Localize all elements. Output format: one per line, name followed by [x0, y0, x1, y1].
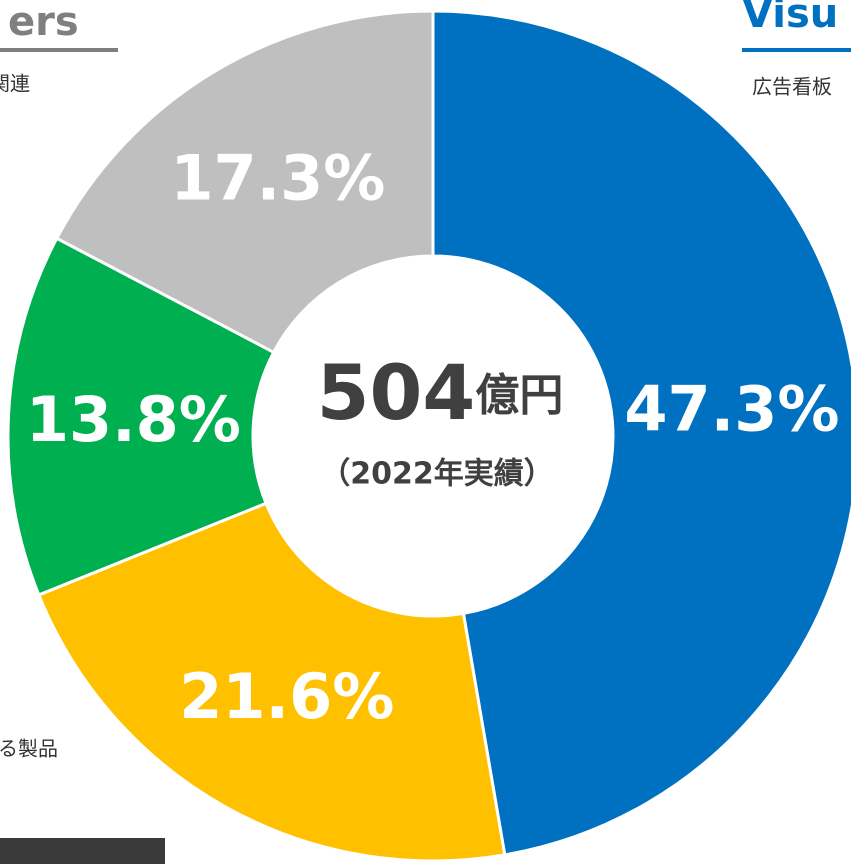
value-label: 17.3%: [170, 141, 385, 214]
value-label: 47.3%: [624, 373, 839, 446]
left-heading: ers: [8, 0, 79, 45]
right-heading: Visu: [742, 0, 838, 37]
total-note: （2022年実績）: [320, 457, 554, 492]
donut-hole: [253, 256, 613, 616]
total-unit: 億円: [475, 370, 563, 421]
center-label: 504億円 （2022年実績）: [317, 348, 564, 492]
right-caption: 広告看板: [752, 75, 832, 99]
total: 504億円: [317, 348, 564, 437]
left-caption: 関連: [0, 72, 30, 96]
donut: 47.3% 21.6% 13.8% 17.3%: [6, 9, 851, 863]
value-label: 13.8%: [26, 383, 241, 456]
total-value: 504: [317, 348, 476, 437]
product-photo: [0, 838, 165, 864]
segment: [6, 236, 276, 597]
bottom-left-caption: する製品: [0, 737, 58, 761]
value-label: 21.6%: [179, 660, 394, 733]
